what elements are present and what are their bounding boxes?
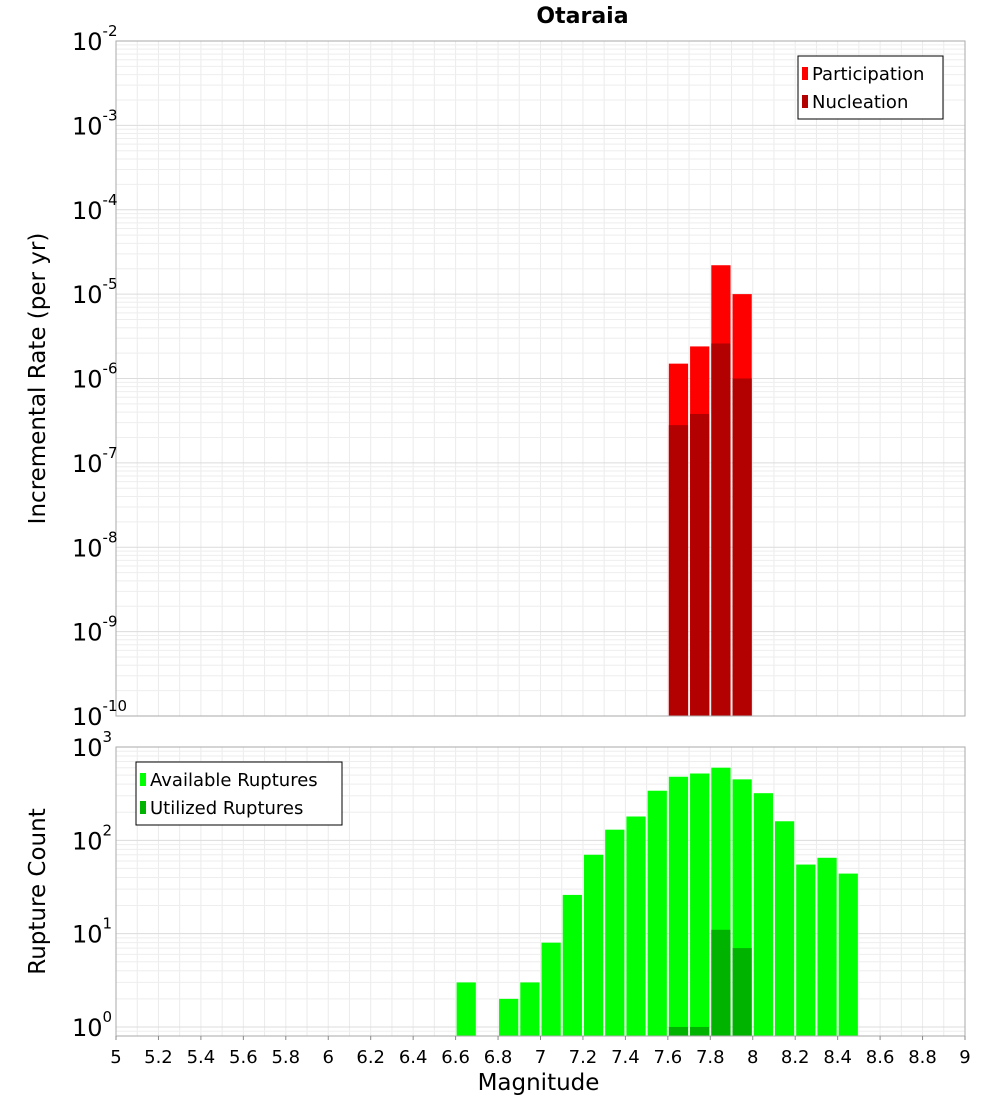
bar-available-ruptures (499, 998, 519, 1036)
x-tick-label: 9 (959, 1047, 970, 1068)
y-tick-label: 10-2 (72, 22, 118, 56)
bar-available-ruptures (605, 829, 625, 1036)
x-tick-label: 6.4 (399, 1047, 428, 1068)
y-axis-title: Incremental Rate (per yr) (25, 233, 51, 525)
x-tick-label: 7.2 (569, 1047, 598, 1068)
y-tick-label: 10-4 (72, 191, 118, 225)
legend-box (135, 761, 343, 826)
x-tick-label: 8.4 (823, 1047, 852, 1068)
label-layer: 10-2 10-3 10-4 10-5 10-6 10-7 10-8 10-9 10-10 Inc… (25, 4, 971, 1096)
bar-available-ruptures (753, 793, 773, 1036)
x-tick-label: 8.8 (908, 1047, 937, 1068)
bar-nucleation (711, 343, 731, 716)
bar-available-ruptures (520, 982, 540, 1036)
bar-available-ruptures (647, 790, 667, 1036)
x-tick-label: 6.8 (484, 1047, 513, 1068)
bar-nucleation (668, 425, 689, 716)
legend-label: Participation (812, 64, 924, 85)
bar-available-ruptures (690, 773, 710, 1036)
legend-label: Utilized Ruptures (150, 798, 303, 819)
x-tick-label: 6.6 (441, 1047, 470, 1068)
bar-utilized-ruptures (711, 929, 731, 1036)
y-tick-label: 100 (72, 1008, 112, 1042)
legend-label: Available Ruptures (150, 770, 318, 791)
bar-available-ruptures (541, 942, 561, 1036)
x-tick-label: 6 (323, 1047, 334, 1068)
y-tick-label: 10-7 (72, 444, 118, 478)
bar-utilized-ruptures (690, 1026, 710, 1036)
bar-utilized-ruptures (732, 948, 752, 1036)
legend-1: Available Ruptures Utilized Ruptures (135, 761, 343, 826)
bar-available-ruptures (838, 873, 858, 1036)
bar-utilized-ruptures (668, 1026, 689, 1036)
legend-swatch (140, 801, 146, 814)
bar-available-ruptures (583, 854, 604, 1036)
legend-box (797, 55, 944, 120)
x-tick-label: 7.4 (611, 1047, 640, 1068)
bar-available-ruptures (817, 857, 837, 1036)
x-tick-label: 6.2 (356, 1047, 385, 1068)
x-tick-label: 7.8 (696, 1047, 725, 1068)
bar-available-ruptures (796, 864, 816, 1036)
bar-available-ruptures (456, 982, 476, 1036)
y-tick-label: 102 (72, 821, 112, 855)
x-tick-label: 8.2 (781, 1047, 810, 1068)
bar-layer (456, 265, 858, 1036)
bar-available-ruptures (562, 894, 582, 1036)
legend-label: Nucleation (812, 92, 908, 113)
legend-swatch (802, 95, 808, 108)
x-tick-label: 8 (747, 1047, 758, 1068)
bar-available-ruptures (668, 776, 689, 1036)
bar-available-ruptures (774, 821, 795, 1036)
x-tick-label: 7.6 (654, 1047, 683, 1068)
grid-layer (115, 40, 966, 1037)
y-tick-label: 10-5 (72, 275, 118, 309)
y-tick-label: 10-9 (72, 613, 118, 647)
chart-title: Otaraia (536, 4, 628, 29)
bar-nucleation (732, 378, 752, 716)
x-tick-label: 5 (110, 1047, 121, 1068)
y-tick-label: 10-3 (72, 106, 118, 140)
x-tick-label: 7 (535, 1047, 546, 1068)
frame-layer (115, 40, 966, 1040)
x-tick-label: 5.4 (187, 1047, 216, 1068)
y-tick-label: 10-8 (72, 528, 118, 562)
y-tick-label: 101 (72, 915, 112, 949)
y-tick-label: 103 (72, 728, 112, 762)
x-tick-label: 5.6 (229, 1047, 258, 1068)
x-tick-label: 5.8 (271, 1047, 300, 1068)
legend-swatch (802, 67, 808, 80)
bar-nucleation (690, 413, 710, 716)
legend-swatch (140, 773, 146, 786)
plot-frame-0 (115, 40, 966, 717)
y-axis-title: Rupture Count (25, 808, 51, 974)
legend-0: Participation Nucleation (797, 55, 944, 120)
x-axis-title: Magnitude (478, 1070, 600, 1096)
x-tick-label: 5.2 (144, 1047, 173, 1068)
y-tick-label: 10-10 (72, 697, 127, 731)
x-tick-label: 8.6 (866, 1047, 895, 1068)
bar-available-ruptures (626, 816, 646, 1036)
y-tick-label: 10-6 (72, 360, 118, 394)
